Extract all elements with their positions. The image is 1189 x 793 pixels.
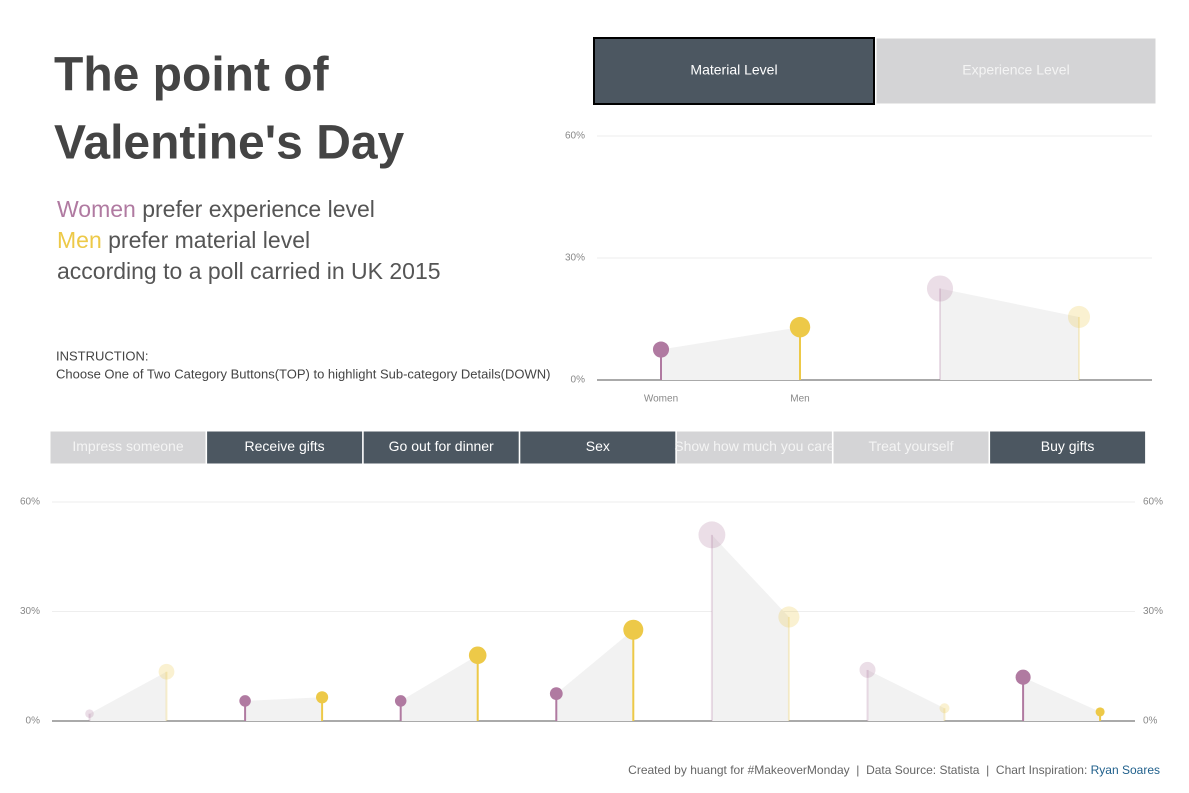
area — [867, 669, 945, 721]
category-button[interactable] — [49, 430, 207, 465]
category-button-label[interactable]: Show how much you care — [674, 438, 835, 454]
dot — [1095, 707, 1105, 717]
category-button[interactable] — [832, 430, 990, 465]
series-label: Men — [790, 394, 809, 405]
category-button[interactable] — [206, 430, 364, 465]
category-button-label[interactable]: Go out for dinner — [389, 438, 494, 454]
y-tick-label: 60% — [565, 131, 585, 142]
category-button[interactable] — [989, 430, 1147, 465]
dot — [316, 691, 329, 704]
subtitle-line: according to a poll carried in UK 2015 — [57, 258, 441, 284]
dot — [239, 695, 251, 707]
dot — [698, 521, 726, 549]
category-button[interactable] — [593, 37, 875, 105]
y-tick-label: 30% — [20, 606, 40, 617]
dot — [623, 619, 644, 640]
subtitle-text: according to a poll carried in UK 2015 — [57, 258, 441, 284]
category-button[interactable] — [362, 430, 520, 465]
series-label: Women — [644, 394, 678, 405]
dot — [158, 663, 175, 680]
area — [400, 655, 478, 721]
instruction: INSTRUCTION: — [56, 348, 148, 363]
y-tick-label: 60% — [20, 497, 40, 508]
title-line: Valentine's Day — [54, 117, 405, 170]
category-button-label[interactable]: Experience Level — [962, 62, 1069, 78]
dot — [939, 703, 950, 714]
y-tick-label: 60% — [1143, 497, 1163, 508]
dot — [549, 687, 563, 701]
dot — [1015, 669, 1031, 685]
category-button-label[interactable]: Buy gifts — [1041, 438, 1095, 454]
category-button-label[interactable]: Sex — [586, 438, 610, 454]
subtitle-text: prefer material level — [102, 227, 310, 253]
dot — [789, 316, 811, 338]
y-tick-label: 0% — [571, 375, 586, 386]
subtitle-highlight: Men — [57, 227, 102, 253]
y-tick-label: 0% — [1143, 716, 1158, 727]
subtitle-text: prefer experience level — [136, 196, 375, 222]
instruction: Choose One of Two Category Buttons(TOP) … — [56, 366, 550, 381]
footer: Created by huangt for #MakeoverMonday | … — [628, 763, 1160, 777]
subtitle-line: Men prefer material level — [57, 227, 310, 253]
category-button[interactable] — [875, 37, 1157, 105]
dot — [394, 695, 407, 707]
dot — [85, 709, 94, 718]
area — [1023, 677, 1101, 721]
dot — [468, 646, 487, 665]
area — [89, 671, 167, 721]
category-button-label[interactable]: Impress someone — [72, 438, 183, 454]
dot — [859, 661, 876, 678]
dot — [652, 341, 670, 358]
subtitle-highlight: Women — [57, 196, 136, 222]
title-line: The point of — [54, 49, 330, 102]
area — [661, 327, 800, 380]
area — [940, 288, 1079, 380]
y-tick-label: 30% — [565, 253, 585, 264]
area — [245, 697, 323, 721]
area — [556, 629, 634, 721]
dot — [1067, 305, 1091, 329]
footer-text: Created by huangt for #MakeoverMonday | … — [628, 763, 1090, 777]
category-button[interactable] — [675, 430, 833, 465]
y-tick-label: 0% — [26, 716, 41, 727]
subtitle-line: Women prefer experience level — [57, 196, 375, 222]
footer-link[interactable]: Ryan Soares — [1091, 763, 1160, 777]
y-tick-label: 30% — [1143, 606, 1163, 617]
category-button[interactable] — [519, 430, 677, 465]
dot — [926, 275, 954, 302]
category-button-label[interactable]: Material Level — [690, 62, 777, 78]
category-button-label[interactable]: Receive gifts — [245, 438, 325, 454]
category-button-label[interactable]: Treat yourself — [868, 438, 953, 454]
dot — [778, 606, 800, 628]
area — [711, 534, 789, 721]
